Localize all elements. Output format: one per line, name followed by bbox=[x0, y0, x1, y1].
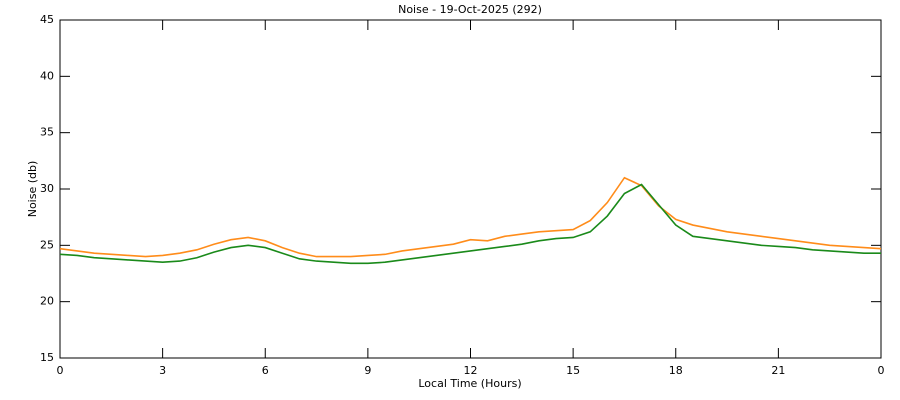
y-tick-label: 20 bbox=[40, 295, 54, 308]
y-tick-label: 25 bbox=[40, 238, 54, 251]
x-tick-label: 15 bbox=[566, 364, 580, 377]
x-tick-label: 18 bbox=[669, 364, 683, 377]
x-tick-label: 12 bbox=[464, 364, 478, 377]
x-tick-label: 21 bbox=[771, 364, 785, 377]
y-tick-label: 35 bbox=[40, 126, 54, 139]
x-tick-label: 0 bbox=[878, 364, 885, 377]
x-axis-label: Local Time (Hours) bbox=[418, 377, 521, 390]
y-axis-label: Noise (db) bbox=[26, 161, 39, 218]
y-tick-label: 30 bbox=[40, 182, 54, 195]
series-line bbox=[59, 183, 881, 265]
y-tick-label: 40 bbox=[40, 69, 54, 82]
y-tick-label: 15 bbox=[40, 351, 54, 364]
x-tick-label: 0 bbox=[57, 364, 64, 377]
y-tick-label: 45 bbox=[40, 13, 54, 26]
plot-frame bbox=[59, 19, 882, 359]
series-line bbox=[59, 176, 882, 258]
x-tick-label: 9 bbox=[364, 364, 371, 377]
x-tick-label: 3 bbox=[159, 364, 166, 377]
x-tick-label: 6 bbox=[262, 364, 269, 377]
chart-title: Noise - 19-Oct-2025 (292) bbox=[398, 3, 542, 16]
